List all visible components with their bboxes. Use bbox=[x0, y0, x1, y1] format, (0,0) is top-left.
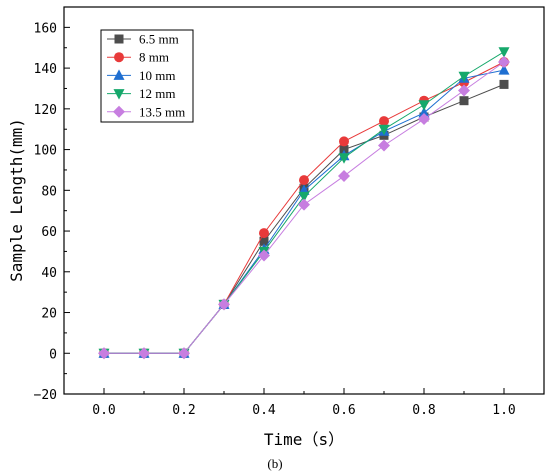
data-point bbox=[178, 347, 190, 360]
legend-label: 10 mm bbox=[139, 68, 175, 83]
y-axis-ticks: −20 0 20 40 60 80 100 120 140 160 bbox=[34, 21, 70, 403]
legend-item: 10 mm bbox=[107, 68, 175, 83]
data-point bbox=[418, 113, 430, 126]
figure-caption: (b) bbox=[267, 456, 282, 471]
y-tick-label: 60 bbox=[41, 225, 57, 240]
legend-marker bbox=[113, 105, 125, 118]
legend-marker bbox=[113, 69, 125, 80]
x-axis-ticks: 0.0 0.2 0.4 0.6 0.8 1.0 bbox=[92, 388, 516, 418]
y-tick-label: 0 bbox=[49, 347, 57, 362]
data-point bbox=[339, 136, 349, 147]
legend-label: 8 mm bbox=[139, 50, 169, 65]
x-axis-title: Time（s） bbox=[264, 430, 344, 449]
legend-item: 8 mm bbox=[107, 50, 169, 65]
data-point bbox=[379, 116, 389, 127]
series-line bbox=[104, 83, 505, 354]
series-13p5mm bbox=[98, 55, 510, 360]
data-point bbox=[218, 298, 230, 311]
legend-item: 13.5 mm bbox=[107, 104, 185, 119]
x-tick-label: 1.0 bbox=[492, 403, 515, 418]
x-tick-label: 0.2 bbox=[172, 403, 195, 418]
legend-marker bbox=[113, 89, 125, 100]
data-point bbox=[98, 347, 110, 360]
legend-label: 12 mm bbox=[139, 86, 175, 101]
y-tick-label: 20 bbox=[41, 307, 57, 322]
y-tick-label: 40 bbox=[41, 266, 57, 281]
x-tick-label: 0.4 bbox=[252, 403, 276, 418]
x-tick-label: 0.6 bbox=[332, 403, 355, 418]
data-point bbox=[259, 228, 269, 239]
series-layer bbox=[98, 47, 510, 360]
data-point bbox=[418, 100, 430, 111]
data-point bbox=[498, 64, 510, 75]
data-point bbox=[378, 124, 390, 136]
data-point bbox=[459, 96, 469, 106]
data-point bbox=[298, 198, 310, 211]
legend: 6.5 mm 8 mm 10 mm 12 mm 13.5 mm bbox=[100, 29, 194, 123]
legend-label: 13.5 mm bbox=[139, 104, 185, 119]
data-point bbox=[378, 139, 390, 152]
data-point bbox=[458, 84, 470, 97]
x-tick-label: 0.0 bbox=[92, 403, 115, 418]
data-point bbox=[498, 47, 510, 58]
data-point bbox=[499, 79, 509, 89]
data-point bbox=[138, 347, 150, 360]
y-tick-label: −20 bbox=[34, 388, 57, 403]
data-point bbox=[298, 191, 310, 203]
data-point bbox=[299, 175, 309, 186]
legend-label: 6.5 mm bbox=[139, 32, 179, 47]
y-axis-title: Sample Length(mm) bbox=[7, 118, 26, 282]
x-tick-label: 0.8 bbox=[412, 403, 435, 418]
y-tick-label: 140 bbox=[34, 62, 57, 77]
y-tick-label: 80 bbox=[41, 184, 57, 199]
data-point bbox=[338, 153, 350, 164]
data-point bbox=[258, 249, 270, 262]
data-point bbox=[338, 170, 350, 183]
legend-marker bbox=[114, 34, 124, 44]
legend-item: 6.5 mm bbox=[107, 32, 179, 47]
data-point bbox=[259, 236, 269, 246]
data-point bbox=[498, 55, 510, 68]
legend-marker bbox=[114, 52, 124, 63]
data-point bbox=[418, 106, 430, 118]
legend-item: 12 mm bbox=[107, 86, 175, 101]
data-point bbox=[339, 145, 349, 155]
data-point bbox=[458, 71, 470, 83]
y-tick-label: 120 bbox=[34, 103, 57, 118]
y-tick-label: 160 bbox=[34, 21, 57, 36]
y-tick-label: 100 bbox=[34, 144, 57, 159]
